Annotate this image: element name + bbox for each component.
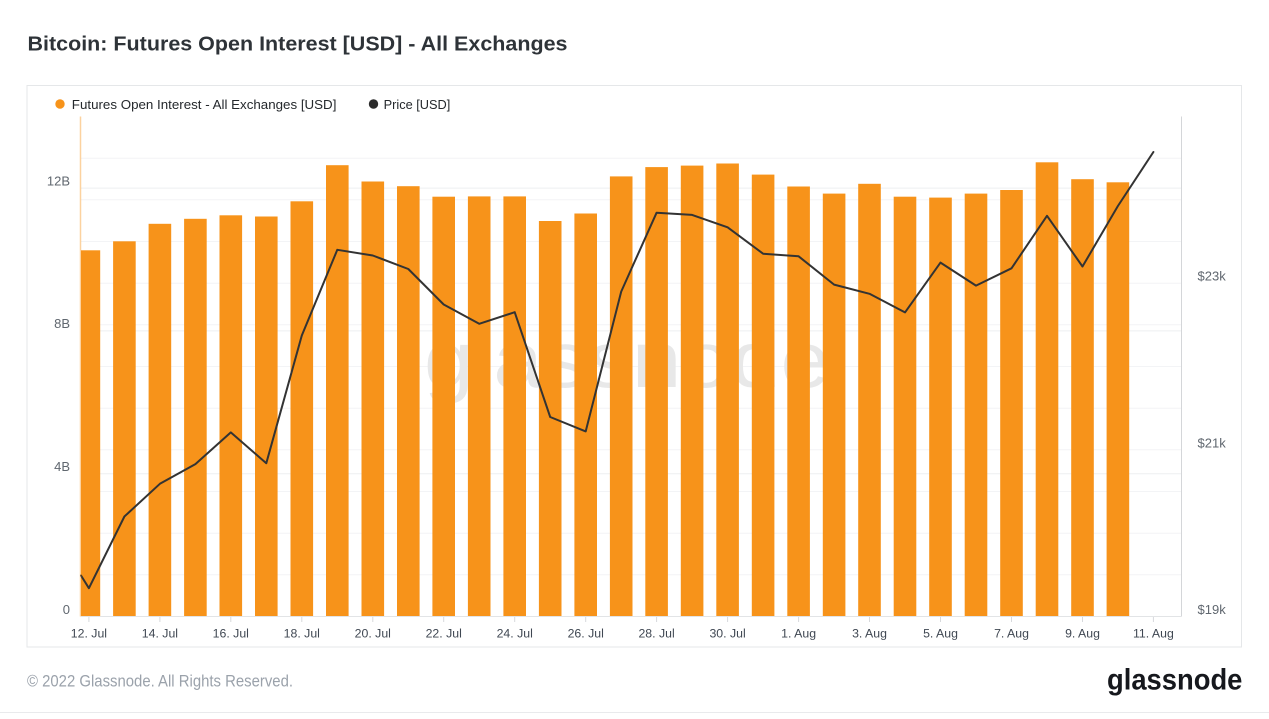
svg-text:$23k: $23k [1198, 269, 1227, 284]
svg-text:16. Jul: 16. Jul [213, 627, 249, 641]
svg-text:Futures Open Interest - All Ex: Futures Open Interest - All Exchanges [U… [72, 97, 337, 112]
svg-text:20. Jul: 20. Jul [355, 627, 391, 641]
svg-text:24. Jul: 24. Jul [497, 627, 533, 641]
svg-text:8B: 8B [54, 316, 70, 331]
svg-text:3. Aug: 3. Aug [852, 627, 887, 641]
svg-text:Bitcoin: Futures Open Interest: Bitcoin: Futures Open Interest [USD] - A… [28, 33, 568, 56]
svg-text:12B: 12B [47, 173, 70, 188]
svg-text:12. Jul: 12. Jul [71, 627, 107, 641]
svg-text:22. Jul: 22. Jul [426, 627, 462, 641]
svg-text:26. Jul: 26. Jul [568, 627, 604, 641]
svg-text:30. Jul: 30. Jul [709, 627, 745, 641]
svg-text:4B: 4B [54, 459, 70, 474]
svg-text:Price [USD]: Price [USD] [384, 97, 451, 112]
svg-text:$21k: $21k [1198, 436, 1227, 451]
svg-text:0: 0 [63, 602, 70, 617]
svg-text:14. Jul: 14. Jul [142, 627, 178, 641]
svg-text:28. Jul: 28. Jul [638, 627, 674, 641]
svg-text:11. Aug: 11. Aug [1133, 627, 1174, 641]
svg-text:© 2022 Glassnode. All Rights R: © 2022 Glassnode. All Rights Reserved. [27, 672, 293, 691]
svg-text:5. Aug: 5. Aug [923, 627, 958, 641]
svg-text:18. Jul: 18. Jul [284, 627, 320, 641]
svg-text:1. Aug: 1. Aug [781, 627, 816, 641]
svg-text:$19k: $19k [1198, 602, 1227, 617]
svg-text:9. Aug: 9. Aug [1065, 627, 1100, 641]
svg-text:glassnode: glassnode [1107, 664, 1242, 697]
svg-text:7. Aug: 7. Aug [994, 627, 1029, 641]
